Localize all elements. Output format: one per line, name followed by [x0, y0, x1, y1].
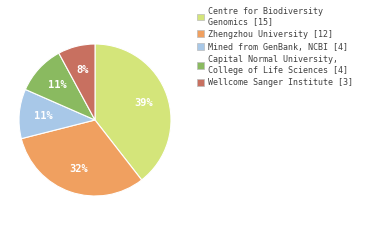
Text: 8%: 8%: [76, 65, 89, 75]
Wedge shape: [59, 44, 95, 120]
Legend: Centre for Biodiversity
Genomics [15], Zhengzhou University [12], Mined from Gen: Centre for Biodiversity Genomics [15], Z…: [194, 4, 355, 90]
Text: 11%: 11%: [34, 111, 53, 121]
Text: 11%: 11%: [48, 80, 66, 90]
Wedge shape: [21, 120, 142, 196]
Text: 39%: 39%: [135, 98, 153, 108]
Wedge shape: [19, 90, 95, 139]
Wedge shape: [95, 44, 171, 180]
Text: 32%: 32%: [69, 164, 88, 174]
Wedge shape: [25, 53, 95, 120]
